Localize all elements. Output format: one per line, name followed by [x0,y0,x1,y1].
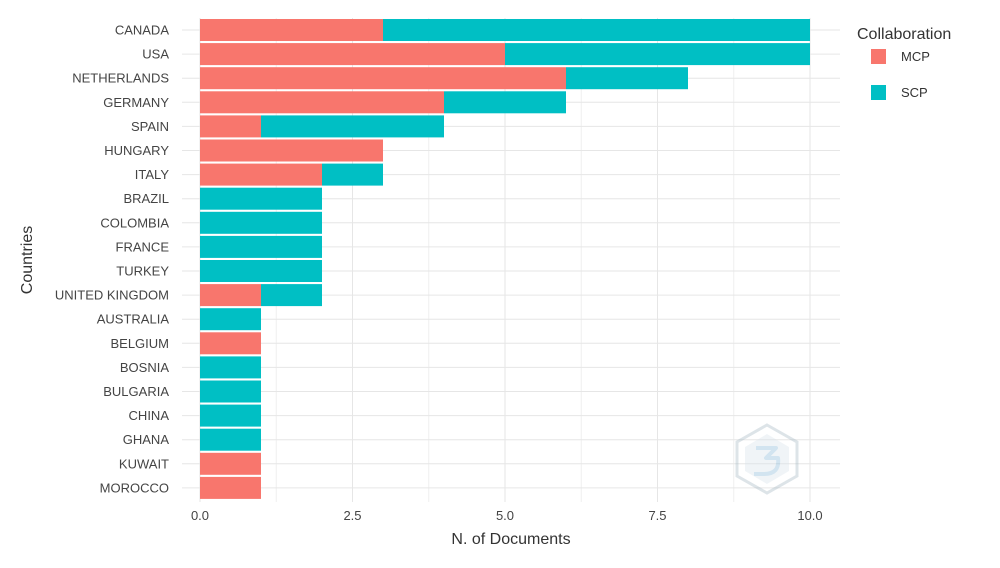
bar-scp-australia [200,308,261,331]
bar-scp-germany [444,91,566,114]
bar-mcp-united-kingdom [200,284,261,307]
bar-scp-colombia [200,211,322,234]
bar-scp-usa [505,43,810,66]
legend: Collaboration MCP SCP [857,26,951,100]
y-tick-label: USA [142,47,169,62]
y-tick-label: FRANCE [116,239,170,254]
x-tick-labels: 0.0 2.5 5.0 7.5 10.0 [191,508,823,523]
bar-scp-united-kingdom [261,284,322,307]
y-tick-label: MOROCCO [100,480,169,495]
y-tick-label: NETHERLANDS [72,71,169,86]
y-tick-label: BULGARIA [103,384,169,399]
bar-scp-italy [322,163,383,186]
y-tick-label: BRAZIL [123,191,169,206]
legend-title: Collaboration [857,26,951,43]
y-axis-title: Countries [19,226,36,294]
y-tick-label: CANADA [115,23,170,38]
bar-mcp-belgium [200,332,261,355]
x-tick-label: 7.5 [648,508,666,523]
bar-scp-canada [383,19,810,41]
x-axis-title: N. of Documents [451,531,570,548]
y-tick-label: GHANA [123,432,170,447]
bar-mcp-usa [200,43,505,66]
x-tick-label: 2.5 [343,508,361,523]
y-tick-label: KUWAIT [119,456,169,471]
bar-mcp-netherlands [200,67,566,90]
bar-mcp-germany [200,91,444,114]
legend-swatch-mcp [871,49,886,64]
y-tick-label: TURKEY [116,264,169,279]
legend-items: MCP SCP [871,49,930,100]
y-tick-label: BELGIUM [110,336,169,351]
logo-watermark [735,423,799,495]
y-tick-label: UNITED KINGDOM [55,288,169,303]
bar-scp-netherlands [566,67,688,90]
bar-scp-bulgaria [200,380,261,403]
bar-mcp-canada [200,19,383,41]
legend-label-scp: SCP [901,85,928,100]
bar-scp-bosnia [200,356,261,379]
bar-scp-france [200,235,322,258]
legend-swatch-scp [871,85,886,100]
x-tick-label: 0.0 [191,508,209,523]
x-tick-label: 5.0 [496,508,514,523]
bar-scp-brazil [200,187,322,210]
bar-mcp-spain [200,115,261,138]
bar-layer [200,19,810,499]
bar-mcp-hungary [200,139,383,162]
bar-scp-china [200,404,261,427]
y-tick-label: HUNGARY [104,143,169,158]
legend-label-mcp: MCP [901,49,930,64]
y-tick-label: ITALY [135,167,170,182]
bar-scp-ghana [200,428,261,451]
bar-mcp-italy [200,163,322,186]
y-tick-label: GERMANY [103,95,169,110]
bar-scp-turkey [200,260,322,282]
y-tick-label: SPAIN [131,119,169,134]
bar-scp-spain [261,115,444,138]
bar-mcp-kuwait [200,452,261,475]
y-tick-label: CHINA [129,408,170,423]
x-tick-label: 10.0 [797,508,822,523]
y-tick-labels: CANADA USA NETHERLANDS GERMANY SPAIN HUNGARY I… [55,23,169,496]
bar-mcp-morocco [200,476,261,499]
y-tick-label: AUSTRALIA [97,312,170,327]
y-tick-label: COLOMBIA [100,215,169,230]
y-tick-label: BOSNIA [120,360,169,375]
